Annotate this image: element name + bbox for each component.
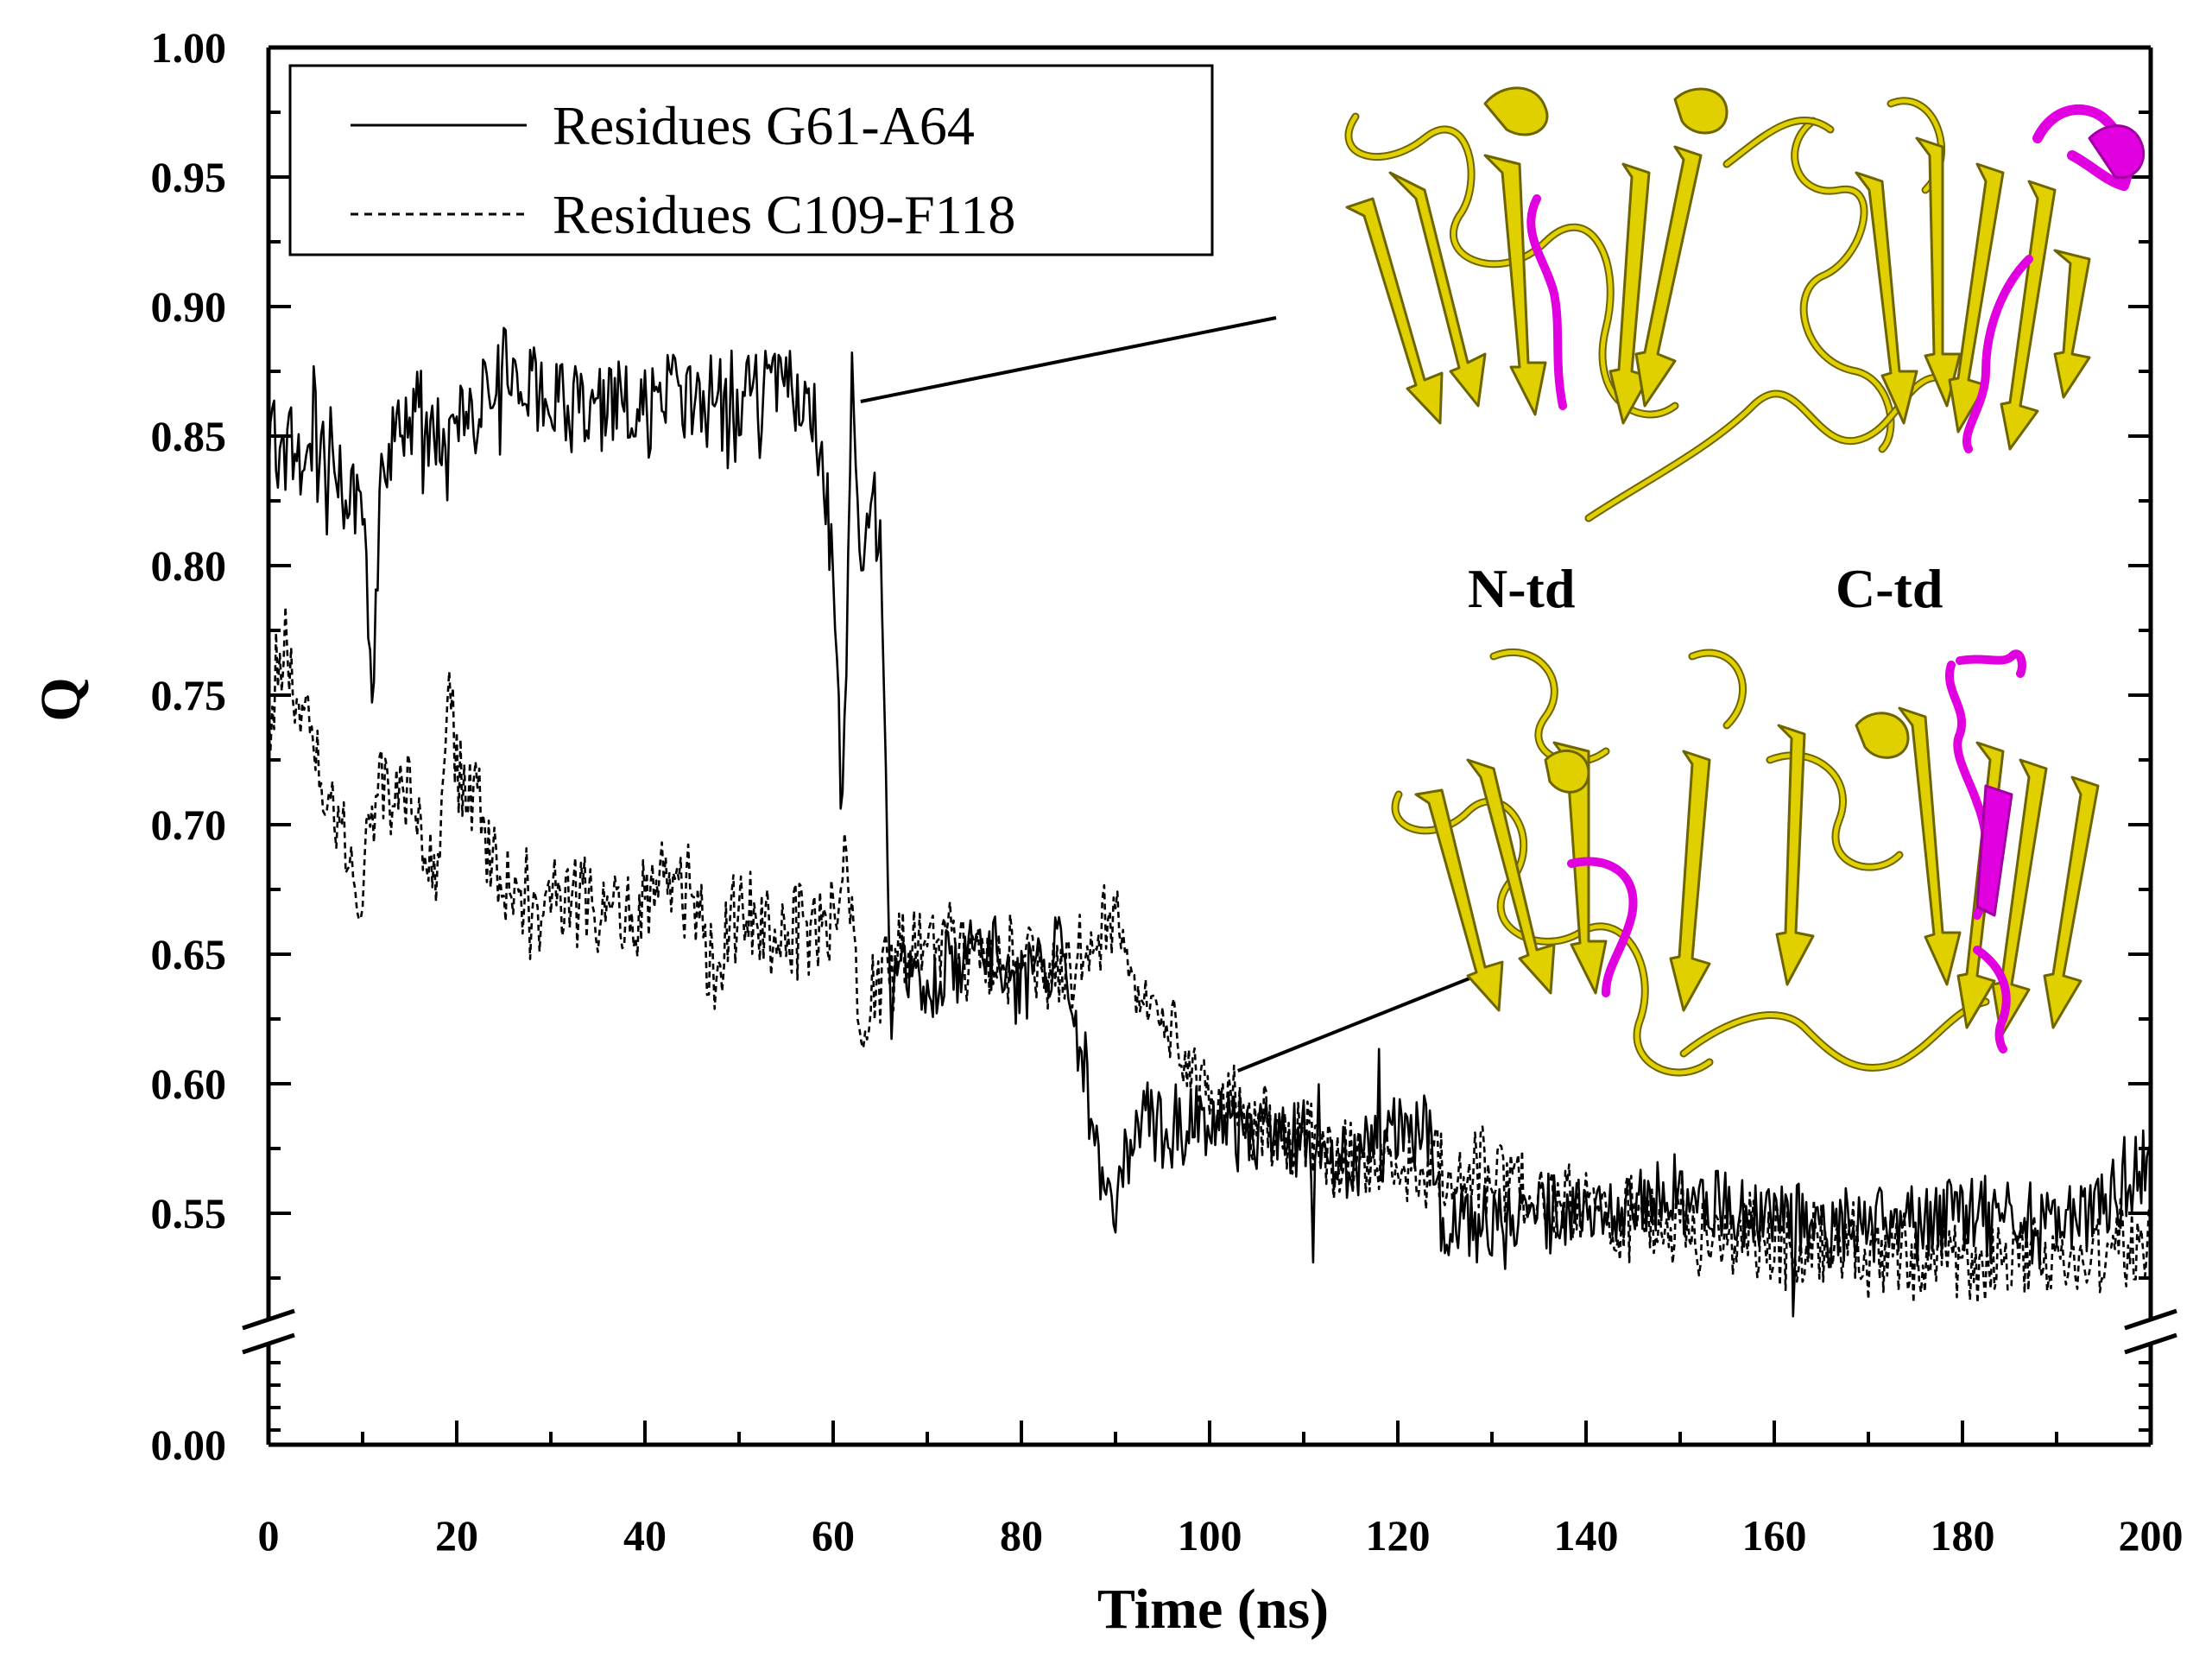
protein-strands: [1414, 706, 2100, 1038]
legend-box: [288, 64, 1214, 256]
y-tick-label: 1.00: [151, 23, 227, 72]
x-tick-labels: 0 20 40 60 80 100 120 140 160 180 200: [258, 1511, 2184, 1560]
legend-label: Residues C109-F118: [553, 184, 1015, 245]
axis-break-mark: [242, 1332, 295, 1355]
x-tick-label: 80: [1000, 1511, 1043, 1560]
y-tick-label: 0.70: [151, 801, 227, 849]
n-td-label: N-td: [1468, 558, 1575, 619]
legend-label: Residues G61-A64: [553, 95, 975, 156]
x-axis-title: Time (ns): [1097, 1578, 1329, 1641]
x-tick-label: 20: [435, 1511, 478, 1560]
series-layer: [267, 326, 2152, 1318]
x-tick-label: 120: [1366, 1511, 1431, 1560]
x-tick-label: 180: [1931, 1511, 1995, 1560]
protein-highlight: [1567, 649, 2026, 1054]
c-td-label: C-td: [1836, 558, 1943, 619]
annotation-pointer: [860, 316, 1277, 403]
protein-highlight: [1526, 104, 2146, 453]
y-tick-label: 0.85: [151, 412, 227, 460]
x-tick-label: 0: [258, 1511, 280, 1560]
y-tick-label: 0.75: [151, 671, 227, 719]
x-tick-label: 100: [1178, 1511, 1242, 1560]
y-tick-label: 0.80: [151, 541, 227, 590]
x-tick-label: 200: [2119, 1511, 2184, 1560]
axis-break-mark: [2124, 1308, 2177, 1331]
y-tick-label: 0.95: [151, 153, 227, 201]
y-tick-label: 0.00: [151, 1421, 227, 1469]
x-tick-label: 40: [623, 1511, 667, 1560]
axis-break-mark: [2124, 1332, 2177, 1355]
x-tick-label: 140: [1554, 1511, 1619, 1560]
series-line-c109-f118: [267, 605, 2152, 1305]
y-tick-label: 0.60: [151, 1060, 227, 1108]
protein-helix: [1544, 712, 1910, 794]
y-tick-label: 0.90: [151, 282, 227, 331]
y-tick-label: 0.65: [151, 930, 227, 978]
protein-structure-image: [1344, 86, 2146, 522]
protein-strands: [1345, 136, 2091, 451]
x-tick-label: 160: [1742, 1511, 1807, 1560]
protein-structure-image: [1391, 648, 2100, 1077]
protein-helix: [1483, 86, 1729, 136]
x-tick-label: 60: [812, 1511, 855, 1560]
legend: Residues G61-A64 Residues C109-F118: [288, 64, 1214, 256]
series-line-g61-a64: [267, 326, 2152, 1318]
y-tick-labels: 1.00 0.95 0.90 0.85 0.80 0.75 0.70 0.65 …: [151, 23, 227, 1469]
axis-break-mark: [242, 1308, 295, 1331]
y-tick-label: 0.55: [151, 1189, 227, 1237]
annotation-pointer: [1236, 977, 1470, 1073]
y-axis-title: Q: [29, 677, 92, 721]
ticks-layer: [267, 46, 2152, 1446]
